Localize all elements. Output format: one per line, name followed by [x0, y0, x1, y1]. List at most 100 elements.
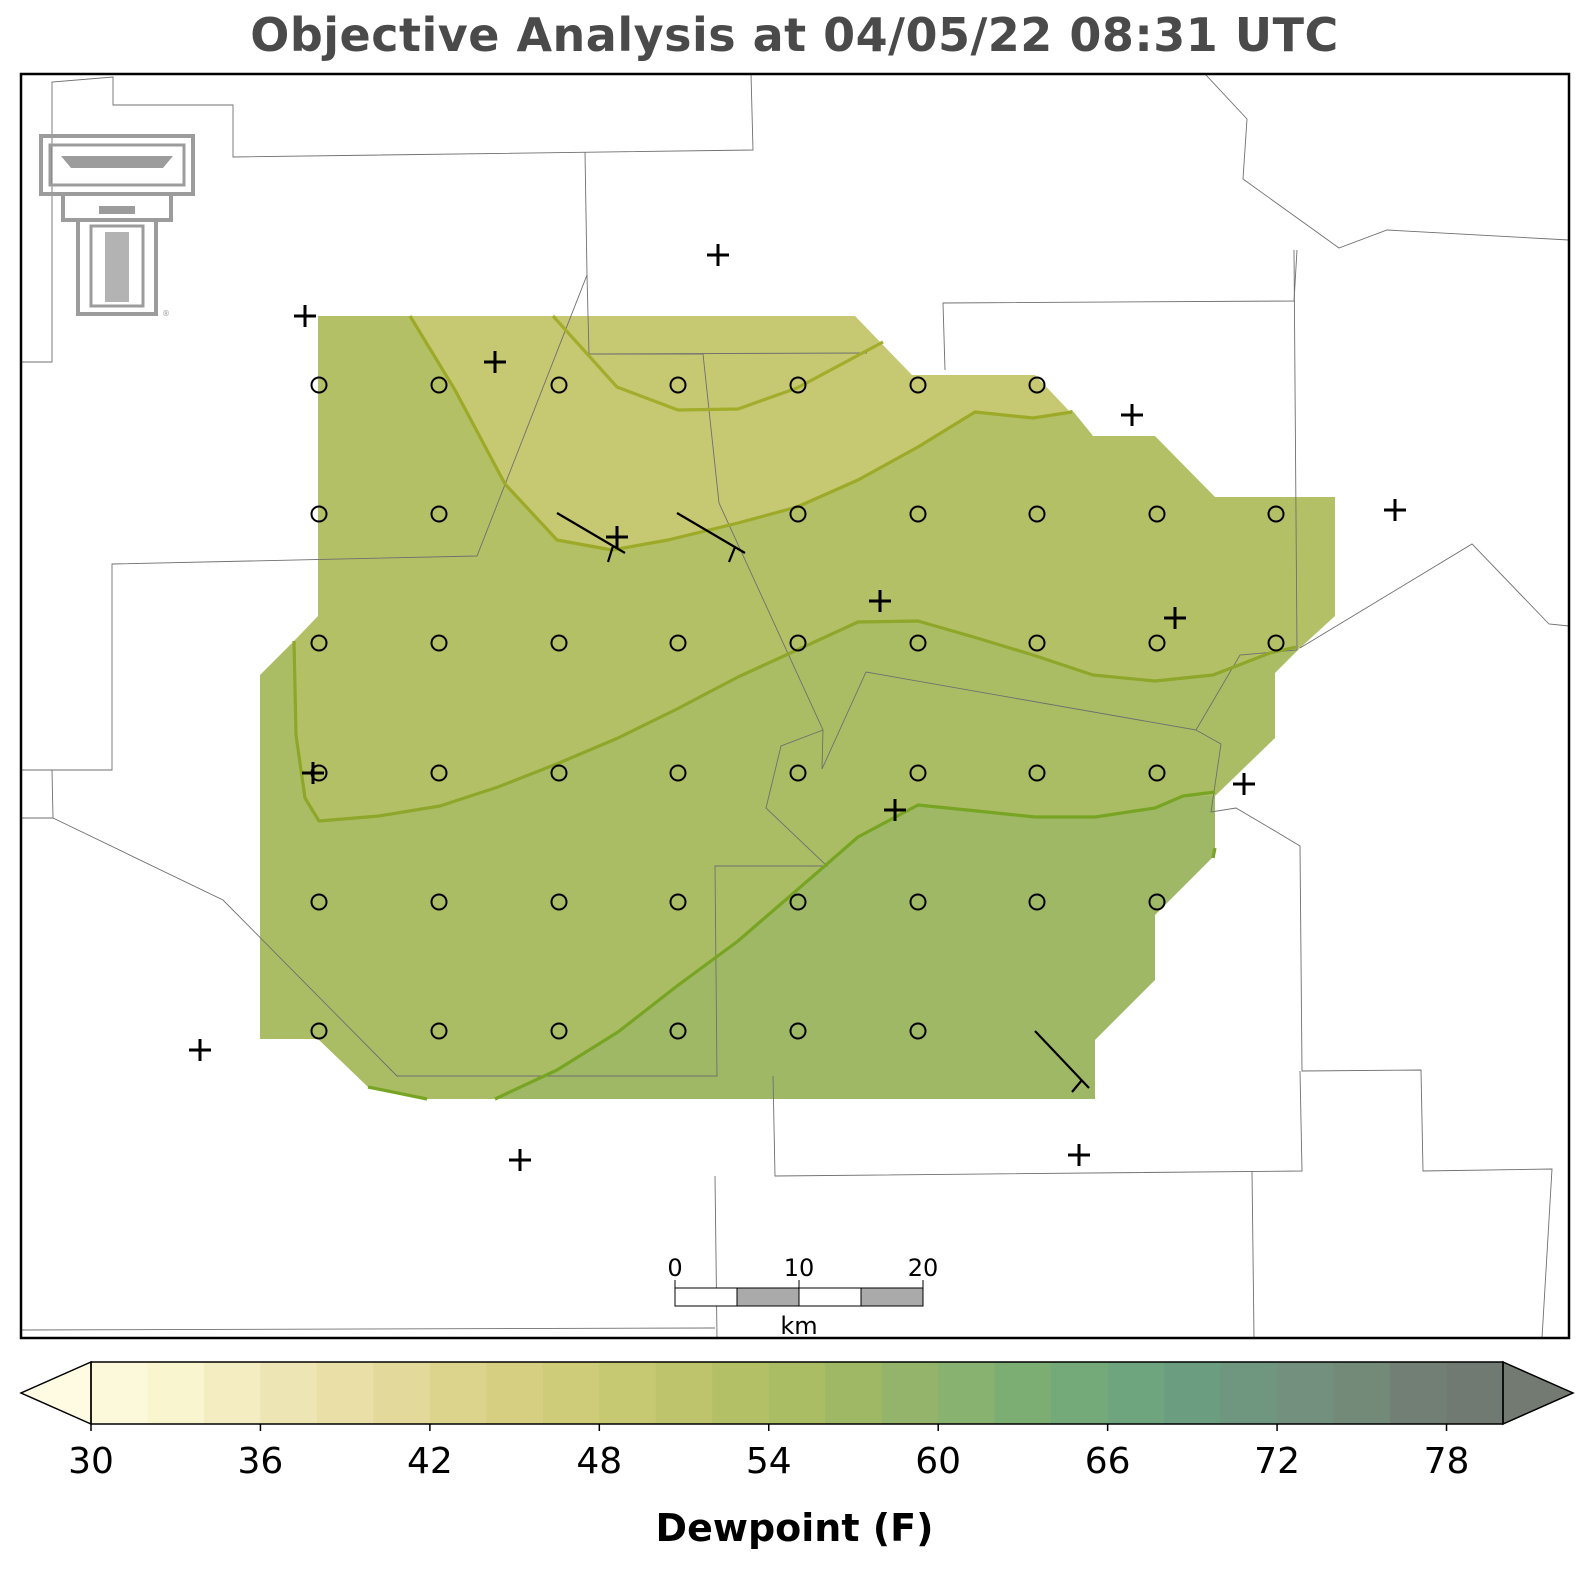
- grid-point: [550, 376, 568, 394]
- contour-line-54-fragment: [367, 1085, 428, 1101]
- county-boundaries: [21, 74, 1569, 1338]
- station-marker: [707, 244, 729, 266]
- colorbar-bin: [599, 1362, 657, 1424]
- station-marker: [294, 305, 316, 327]
- grid-point: [310, 1022, 328, 1040]
- grid-point: [1028, 893, 1046, 911]
- grid-point: [550, 893, 568, 911]
- grid-point: [789, 893, 807, 911]
- grid-point: [909, 1022, 927, 1040]
- colorbar-bin: [542, 1362, 600, 1424]
- colorbar-label: Dewpoint (F): [655, 1506, 934, 1550]
- station-marker: [1233, 773, 1255, 795]
- grid-point: [1028, 376, 1046, 394]
- dewpoint-band-52-54: [260, 621, 1300, 1099]
- grid-point: [669, 634, 687, 652]
- colorbar-bin: [1333, 1362, 1391, 1424]
- contour-line-52: [292, 619, 1297, 823]
- county-boundary: [1195, 729, 1553, 1338]
- colorbar-tick-label: 72: [1254, 1441, 1300, 1482]
- dewpoint-contours: [292, 314, 1297, 1101]
- colorbar-extend-low: [19, 1360, 92, 1426]
- county-boundary: [772, 1070, 1303, 1177]
- scale-tick-20: 20: [908, 1254, 939, 1282]
- colorbar-tick-label: 48: [576, 1441, 622, 1482]
- grid-point: [310, 376, 328, 394]
- colorbar-bin: [938, 1362, 996, 1424]
- grid-point: [430, 505, 448, 523]
- grid-point: [789, 376, 807, 394]
- station-marker: [509, 1149, 531, 1171]
- colorbar-bin: [768, 1362, 826, 1424]
- colorbar-bin: [486, 1362, 544, 1424]
- grid-point: [669, 376, 687, 394]
- grid-point: [1267, 634, 1285, 652]
- colorbar-bin: [147, 1362, 205, 1424]
- grid-point: [1028, 764, 1046, 782]
- grid-point: [430, 376, 448, 394]
- colorbar-tick-label: 60: [915, 1441, 961, 1482]
- colorbar-tick-label: 42: [407, 1441, 453, 1482]
- grid-point: [909, 764, 927, 782]
- grid-point: [789, 764, 807, 782]
- wind-barb: [676, 512, 746, 563]
- colorbar-bin: [1446, 1362, 1504, 1424]
- station-marker: [1164, 607, 1186, 629]
- colorbar-bin: [1107, 1362, 1165, 1424]
- colorbar-bin: [1390, 1362, 1448, 1424]
- grid-point: [669, 893, 687, 911]
- colorbar-tick-label: 30: [68, 1441, 114, 1482]
- grid-point: [1267, 505, 1285, 523]
- station-marker: [1121, 404, 1143, 426]
- grid-point: [909, 634, 927, 652]
- grid-point: [310, 505, 328, 523]
- grid-point: [550, 764, 568, 782]
- colorbar-frame: [90, 1361, 1504, 1425]
- grid-point: [430, 1022, 448, 1040]
- colorbar-bin: [1277, 1362, 1335, 1424]
- county-boundary: [1251, 1170, 1255, 1338]
- colorbar-bin: [203, 1362, 261, 1424]
- contour-line-54: [494, 790, 1216, 1101]
- station-marker: [869, 590, 891, 612]
- contour-line-54-edge: [1211, 847, 1217, 859]
- colorbar-bin: [994, 1362, 1052, 1424]
- scale-unit: km: [780, 1312, 817, 1340]
- colorbar-bin: [1164, 1362, 1222, 1424]
- grid-point: [550, 1022, 568, 1040]
- county-boundary: [942, 249, 1298, 371]
- dewpoint-band-50-52: [294, 316, 1335, 821]
- grid-point: [1148, 764, 1166, 782]
- scale-tick-10: 10: [784, 1254, 815, 1282]
- colorbar-bin: [1051, 1362, 1109, 1424]
- texas-tech-double-t-logo: ®: [39, 134, 195, 318]
- logo-registered-mark: ®: [162, 309, 170, 318]
- colorbar-bin: [655, 1362, 713, 1424]
- colorbar-bin: [825, 1362, 883, 1424]
- wind-barb: [1034, 1030, 1090, 1093]
- colorbar-tick-label: 78: [1424, 1441, 1470, 1482]
- contour-line-48: [551, 314, 884, 412]
- grid-point: [909, 505, 927, 523]
- grid-point: [789, 1022, 807, 1040]
- scale-bar: 0 10 20 km: [667, 1254, 939, 1340]
- station-marker: [884, 799, 906, 821]
- colorbar-extend-high: [1502, 1360, 1575, 1426]
- grid-point: [310, 634, 328, 652]
- station-marker: [189, 1039, 211, 1061]
- grid-point: [909, 376, 927, 394]
- county-boundary: [1204, 74, 1569, 249]
- county-boundary: [714, 1175, 718, 1338]
- colorbar-bin: [260, 1362, 318, 1424]
- grid-point: [550, 634, 568, 652]
- county-boundary: [21, 1327, 716, 1331]
- station-marker: [484, 351, 506, 373]
- colorbar-bin: [316, 1362, 374, 1424]
- station-marker: [302, 762, 324, 784]
- grid-point: [1148, 893, 1166, 911]
- county-boundary: [588, 352, 868, 355]
- grid-point: [430, 764, 448, 782]
- station-markers: [189, 244, 1406, 1171]
- grid-point: [789, 634, 807, 652]
